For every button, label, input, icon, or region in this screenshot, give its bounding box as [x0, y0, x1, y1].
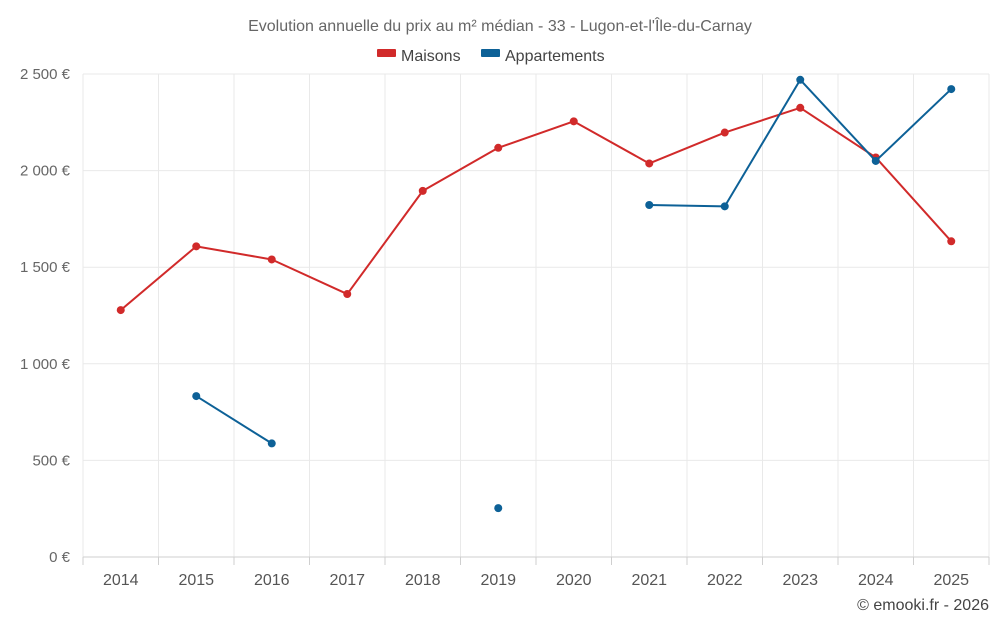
data-point-maisons-2022[interactable] [720, 128, 729, 137]
x-tick-label: 2016 [254, 572, 290, 589]
x-tick-label: 2015 [178, 572, 214, 589]
x-tick-label: 2017 [329, 572, 365, 589]
y-tick-label: 2 000 € [20, 163, 71, 180]
x-tick-label: 2022 [707, 572, 743, 589]
y-tick-label: 1 500 € [20, 259, 71, 276]
gridlines [82, 73, 990, 557]
data-point-maisons-2015[interactable] [192, 242, 201, 251]
y-axis: 0 € 500 € 1 000 € 1 500 € 2 000 € 2 500 € [20, 66, 71, 566]
data-point-maisons-2025[interactable] [947, 237, 956, 246]
y-tick-label: 0 € [49, 549, 71, 566]
data-point-maisons-2020[interactable] [569, 117, 578, 126]
data-point-appartements-2022[interactable] [720, 202, 729, 211]
data-point-appartements-2016[interactable] [267, 439, 276, 448]
data-point-maisons-2019[interactable] [494, 143, 503, 152]
series-line-maisons [119, 106, 953, 312]
chart-title: Evolution annuelle du prix au m² médian … [248, 16, 752, 35]
data-point-appartements-2023[interactable] [796, 75, 805, 84]
data-point-maisons-2016[interactable] [267, 255, 276, 264]
series-maisons [116, 103, 956, 315]
x-tick-label: 2023 [782, 572, 818, 589]
credit-text: © emooki.fr - 2026 [857, 597, 989, 614]
x-tick-label: 2020 [556, 572, 592, 589]
series-layer [116, 75, 956, 513]
series-line-appartements [648, 78, 953, 208]
data-point-appartements-2024[interactable] [871, 156, 880, 165]
data-point-appartements-2019[interactable] [494, 504, 503, 513]
legend-appartements-label[interactable]: Appartements [505, 48, 605, 65]
x-tick-label: 2019 [480, 572, 516, 589]
legend-appartements-swatch[interactable] [481, 49, 500, 57]
data-point-maisons-2017[interactable] [343, 290, 352, 299]
legend: Maisons Appartements [377, 48, 605, 65]
data-point-maisons-2023[interactable] [796, 103, 805, 112]
series-appartements [192, 75, 956, 513]
x-tick-label: 2014 [103, 572, 139, 589]
series-line-appartements [195, 395, 273, 445]
x-axis: 2014 2015 2016 2017 2018 2019 2020 2021 2022 2023… [82, 556, 990, 589]
y-tick-label: 2 500 € [20, 66, 71, 83]
x-tick-label: 2024 [858, 572, 894, 589]
y-tick-label: 1 000 € [20, 356, 71, 373]
legend-maisons-label[interactable]: Maisons [401, 48, 461, 65]
data-point-maisons-2018[interactable] [418, 186, 427, 195]
x-tick-label: 2021 [631, 572, 667, 589]
data-point-appartements-2025[interactable] [947, 85, 956, 94]
y-tick-label: 500 € [32, 452, 70, 469]
legend-maisons-swatch[interactable] [377, 49, 396, 57]
data-point-appartements-2021[interactable] [645, 200, 654, 209]
data-point-maisons-2021[interactable] [645, 159, 654, 168]
x-tick-label: 2025 [933, 572, 969, 589]
data-point-appartements-2015[interactable] [192, 392, 201, 401]
x-tick-label: 2018 [405, 572, 441, 589]
data-point-maisons-2014[interactable] [116, 306, 125, 315]
